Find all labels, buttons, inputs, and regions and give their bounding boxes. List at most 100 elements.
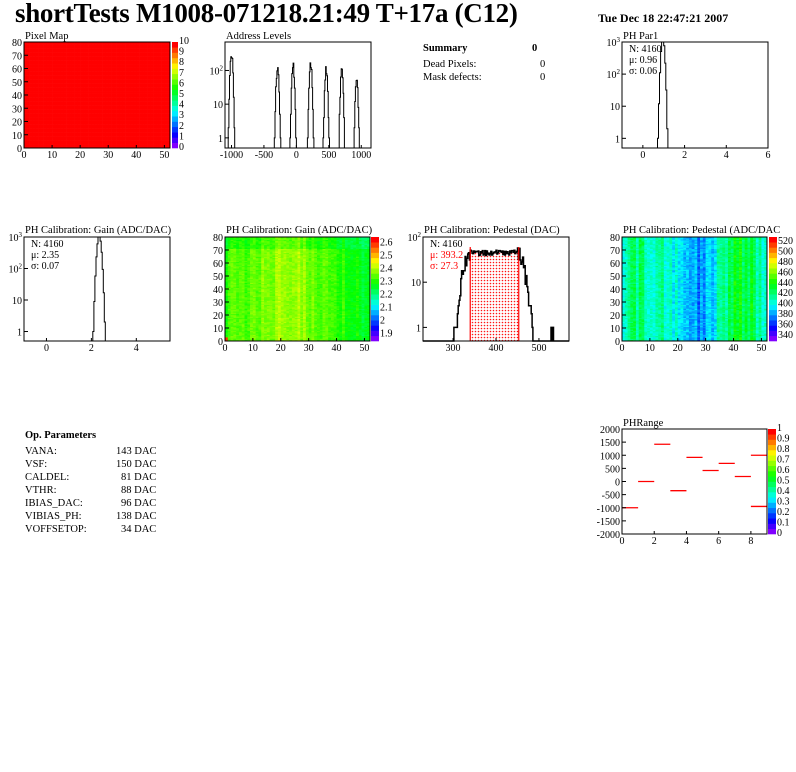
- heatmap-cell: [63, 80, 67, 83]
- heatmap-cell: [82, 124, 87, 126]
- heatmap-cell: [71, 137, 75, 140]
- heatmap-cell: [68, 140, 73, 142]
- heatmap-cell: [102, 73, 106, 76]
- heatmap-cell: [127, 117, 131, 120]
- heatmap-cell: [57, 87, 61, 89]
- heatmap-cell: [82, 65, 87, 68]
- heatmap-cell: [113, 113, 117, 116]
- heatmap-cell: [35, 97, 39, 100]
- heatmap-cell: [82, 145, 87, 147]
- heatmap-cell: [52, 64, 56, 67]
- heatmap-cell: [74, 130, 78, 133]
- heatmap-cell: [97, 109, 101, 112]
- heatmap-cell: [74, 57, 78, 60]
- heatmap-cell: [71, 100, 75, 102]
- heatmap-cell: [49, 137, 53, 140]
- heatmap-cell: [94, 112, 98, 114]
- heatmap-cell: [54, 117, 58, 120]
- heatmap-cell: [99, 49, 103, 52]
- heatmap-cell: [29, 121, 33, 124]
- heatmap-cell: [82, 114, 87, 117]
- heatmap-cell: [63, 109, 67, 112]
- heatmap-cell: [52, 83, 56, 85]
- heatmap-cell: [71, 132, 75, 134]
- heatmap-cell: [60, 102, 64, 105]
- heatmap-cell: [99, 55, 103, 57]
- heatmap-cell: [116, 60, 120, 63]
- heatmap-cell: [52, 75, 56, 77]
- heatmap-cell: [116, 100, 120, 102]
- heatmap-cell: [54, 138, 58, 141]
- heatmap-cell: [91, 79, 95, 81]
- heatmap-cell: [38, 52, 42, 55]
- heatmap-cell: [97, 53, 101, 56]
- heatmap-cell: [68, 104, 73, 106]
- heatmap-cell: [26, 100, 30, 102]
- heatmap-cell: [54, 128, 58, 130]
- heatmap-cell: [71, 75, 75, 77]
- heatmap-cell: [43, 45, 47, 48]
- heatmap-cell: [32, 98, 36, 101]
- heatmap-cell: [108, 73, 112, 76]
- x-tick-label: -1000: [220, 150, 243, 161]
- heatmap-cell: [66, 117, 70, 120]
- heatmap-cell: [60, 95, 64, 97]
- heatmap-cell: [105, 68, 109, 71]
- heatmap-cell: [91, 112, 95, 114]
- heatmap-cell: [88, 44, 92, 47]
- heatmap-cell: [91, 49, 95, 52]
- heatmap-cell: [54, 136, 58, 138]
- heatmap-cell: [35, 134, 39, 137]
- heatmap-cell: [26, 85, 30, 88]
- heatmap-cell: [88, 122, 92, 125]
- heatmap-cell: [125, 117, 129, 120]
- heatmap-cell: [127, 116, 131, 118]
- heatmap-cell: [125, 43, 129, 45]
- heatmap-cell: [74, 55, 78, 57]
- heatmap-cell: [102, 116, 106, 118]
- heatmap-cell: [88, 93, 92, 96]
- heatmap-cell: [116, 68, 120, 71]
- heatmap-cell: [108, 136, 112, 138]
- heatmap-cell: [82, 68, 87, 71]
- heatmap-cell: [108, 132, 112, 134]
- heatmap-cell: [77, 100, 81, 102]
- heatmap-cell: [111, 93, 115, 96]
- heatmap-cell: [57, 105, 61, 108]
- heatmap-cell: [88, 80, 92, 83]
- heatmap-cell: [57, 134, 61, 137]
- heatmap-cell: [32, 118, 36, 121]
- heatmap-cell: [38, 64, 42, 67]
- heatmap-cell: [46, 57, 50, 60]
- heatmap-cell: [32, 121, 36, 124]
- heatmap-cell: [108, 105, 112, 108]
- heatmap-cell: [52, 138, 56, 141]
- heatmap-cell: [111, 141, 115, 143]
- heatmap-cell: [127, 144, 131, 146]
- heatmap-cell: [71, 109, 75, 112]
- heatmap-cell: [60, 97, 64, 100]
- heatmap-cell: [111, 47, 115, 49]
- heatmap-cell: [125, 116, 129, 118]
- heatmap-cell: [94, 102, 98, 105]
- heatmap-cell: [38, 59, 42, 61]
- heatmap-cell: [108, 106, 112, 109]
- heatmap-cell: [82, 69, 87, 72]
- heatmap-cell: [127, 138, 131, 141]
- heatmap-cell: [99, 96, 103, 98]
- heatmap-cell: [32, 73, 36, 76]
- heatmap-cell: [38, 72, 42, 75]
- heatmap-cell: [66, 93, 70, 96]
- heatmap-cell: [71, 146, 75, 149]
- heatmap-cell: [54, 114, 58, 117]
- heatmap-cell: [38, 126, 42, 129]
- heatmap-cell: [102, 80, 106, 83]
- heatmap-cell: [57, 116, 61, 118]
- heatmap-cell: [49, 49, 53, 52]
- heatmap-cell: [66, 140, 70, 142]
- heatmap-cell: [40, 43, 44, 45]
- heatmap-cell: [111, 67, 115, 69]
- heatmap-cell: [85, 47, 89, 49]
- heatmap-cell: [102, 130, 106, 133]
